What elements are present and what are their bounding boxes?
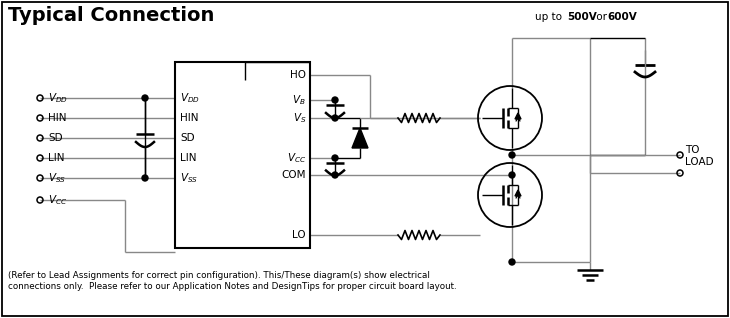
Text: $V_{DD}$: $V_{DD}$	[180, 91, 200, 105]
Circle shape	[332, 172, 338, 178]
Text: Typical Connection: Typical Connection	[8, 6, 215, 25]
Circle shape	[142, 95, 148, 101]
Text: LIN: LIN	[48, 153, 64, 163]
Text: LIN: LIN	[180, 153, 196, 163]
Text: COM: COM	[282, 170, 306, 180]
Text: TO: TO	[685, 145, 699, 155]
Text: SD: SD	[48, 133, 63, 143]
Circle shape	[509, 152, 515, 158]
Polygon shape	[515, 113, 521, 119]
Text: up to: up to	[535, 12, 565, 22]
Circle shape	[332, 115, 338, 121]
Polygon shape	[515, 190, 521, 196]
Circle shape	[332, 155, 338, 161]
Circle shape	[142, 175, 148, 181]
Circle shape	[509, 172, 515, 178]
Text: HIN: HIN	[48, 113, 66, 123]
Text: HIN: HIN	[180, 113, 199, 123]
Circle shape	[509, 259, 515, 265]
Text: 600V: 600V	[607, 12, 637, 22]
Text: $V_{SS}$: $V_{SS}$	[48, 171, 66, 185]
Text: LO: LO	[293, 230, 306, 240]
Bar	[175, 62, 310, 248]
Polygon shape	[352, 128, 368, 148]
Text: (Refer to Lead Assignments for correct pin configuration). This/These diagram(s): (Refer to Lead Assignments for correct p…	[8, 271, 430, 280]
Text: $V_S$: $V_S$	[293, 111, 306, 125]
Text: 500V: 500V	[567, 12, 596, 22]
Text: or: or	[593, 12, 610, 22]
Text: $V_{CC}$: $V_{CC}$	[48, 193, 67, 207]
Text: $V_{DD}$: $V_{DD}$	[48, 91, 68, 105]
Circle shape	[332, 97, 338, 103]
Text: $V_{CC}$: $V_{CC}$	[287, 151, 306, 165]
Text: connections only.  Please refer to our Application Notes and DesignTips for prop: connections only. Please refer to our Ap…	[8, 282, 457, 291]
Text: HO: HO	[290, 70, 306, 80]
Text: SD: SD	[180, 133, 195, 143]
Text: $V_{SS}$: $V_{SS}$	[180, 171, 198, 185]
Text: LOAD: LOAD	[685, 157, 714, 167]
Text: $V_B$: $V_B$	[293, 93, 306, 107]
